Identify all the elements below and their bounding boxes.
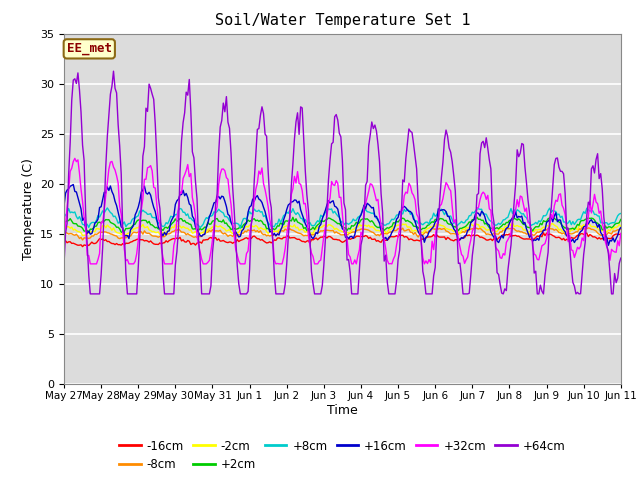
Line: -8cm: -8cm (64, 227, 621, 240)
-8cm (165, 231, 173, 237)
+32cm (552, 197, 559, 203)
+2cm (410, 223, 417, 229)
-2cm (397, 223, 405, 228)
-8cm (579, 224, 586, 230)
X-axis label: Time: Time (327, 404, 358, 417)
+32cm (380, 236, 388, 242)
-2cm (79, 233, 86, 239)
+8cm (617, 211, 625, 216)
-16cm (79, 244, 86, 250)
-2cm (410, 228, 417, 234)
+16cm (410, 216, 417, 222)
+32cm (77, 186, 85, 192)
-8cm (76, 236, 83, 241)
+8cm (399, 211, 406, 217)
+2cm (119, 229, 127, 235)
+16cm (60, 203, 68, 209)
Line: +2cm: +2cm (64, 217, 621, 232)
Line: +8cm: +8cm (64, 208, 621, 228)
+32cm (60, 238, 68, 244)
+32cm (617, 230, 625, 236)
+64cm (86, 291, 94, 297)
+64cm (109, 68, 117, 74)
-16cm (397, 232, 405, 238)
+32cm (71, 156, 79, 161)
+2cm (76, 223, 83, 229)
+64cm (617, 255, 625, 261)
-8cm (550, 228, 558, 233)
-2cm (379, 230, 387, 236)
+8cm (60, 211, 68, 216)
+2cm (473, 214, 481, 220)
-2cm (76, 229, 83, 235)
+16cm (550, 213, 558, 219)
Legend: -16cm, -8cm, -2cm, +2cm, +8cm, +16cm, +32cm, +64cm: -16cm, -8cm, -2cm, +2cm, +8cm, +16cm, +3… (115, 435, 570, 476)
+8cm (76, 214, 83, 219)
Title: Soil/Water Temperature Set 1: Soil/Water Temperature Set 1 (214, 13, 470, 28)
+8cm (237, 225, 244, 231)
+8cm (380, 222, 388, 228)
+64cm (552, 156, 559, 161)
-2cm (165, 228, 173, 233)
Text: EE_met: EE_met (67, 42, 112, 55)
+32cm (412, 197, 419, 203)
+8cm (104, 205, 111, 211)
Line: +32cm: +32cm (64, 158, 621, 264)
+64cm (167, 291, 175, 297)
-16cm (552, 235, 559, 240)
+64cm (380, 258, 388, 264)
+8cm (165, 218, 173, 224)
-16cm (379, 237, 387, 242)
+8cm (412, 220, 419, 226)
+32cm (86, 261, 94, 267)
-8cm (79, 237, 86, 243)
Line: -2cm: -2cm (64, 223, 621, 236)
-8cm (60, 230, 68, 236)
+2cm (379, 226, 387, 231)
+8cm (552, 209, 559, 215)
+64cm (399, 177, 406, 183)
-16cm (617, 231, 625, 237)
+32cm (399, 207, 406, 213)
-2cm (552, 223, 559, 229)
-16cm (410, 238, 417, 243)
+2cm (617, 216, 625, 222)
-16cm (76, 242, 83, 248)
+16cm (605, 242, 612, 248)
-16cm (60, 238, 68, 243)
+16cm (379, 232, 387, 238)
+2cm (552, 217, 559, 223)
Line: +16cm: +16cm (64, 184, 621, 245)
+2cm (165, 224, 173, 229)
+16cm (165, 228, 173, 234)
+64cm (76, 87, 83, 93)
-8cm (410, 232, 417, 238)
-8cm (379, 231, 387, 237)
-16cm (165, 238, 173, 243)
+2cm (60, 219, 68, 225)
+16cm (397, 209, 405, 215)
Line: -16cm: -16cm (64, 233, 621, 247)
+2cm (397, 216, 405, 222)
-16cm (540, 230, 547, 236)
+16cm (69, 181, 77, 187)
-2cm (617, 224, 625, 229)
-8cm (617, 226, 625, 231)
+64cm (412, 154, 419, 159)
Y-axis label: Temperature (C): Temperature (C) (22, 158, 35, 260)
+16cm (77, 206, 85, 212)
-8cm (397, 227, 405, 232)
-2cm (509, 220, 516, 226)
Line: +64cm: +64cm (64, 71, 621, 294)
+64cm (60, 262, 68, 267)
-2cm (60, 224, 68, 230)
+16cm (617, 225, 625, 230)
+32cm (167, 261, 175, 267)
